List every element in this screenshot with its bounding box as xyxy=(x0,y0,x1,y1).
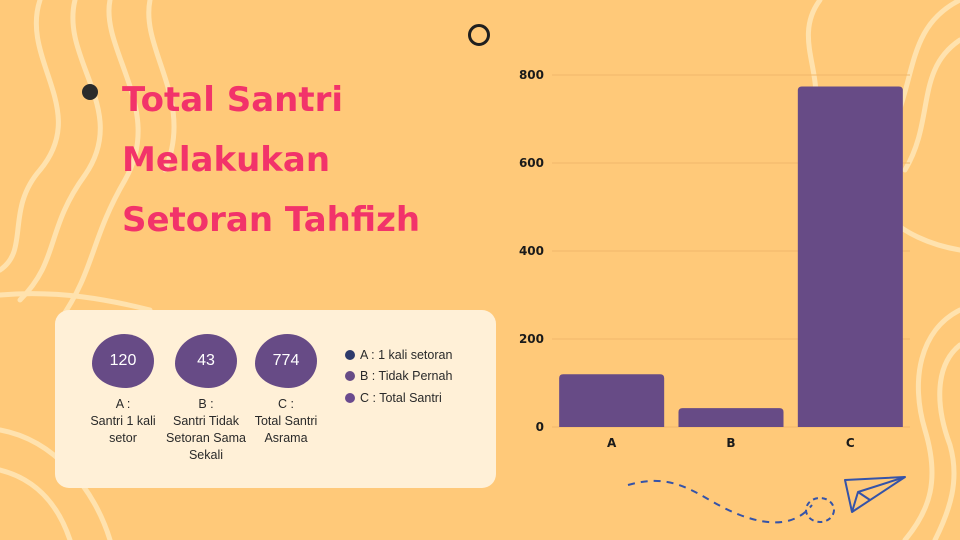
paper-plane-icon xyxy=(844,476,906,513)
stat-c: 774 C : Total Santri Asrama xyxy=(241,334,331,447)
stat-a-value: 120 xyxy=(92,334,154,388)
y-tick-label: 400 xyxy=(519,244,544,258)
stat-a: 120 A : Santri 1 kali setor xyxy=(78,334,168,447)
bar-c xyxy=(797,86,903,427)
legend: A : 1 kali setoran B : Tidak Pernah C : … xyxy=(345,344,452,409)
x-tick-label: C xyxy=(846,436,855,450)
y-tick-label: 800 xyxy=(519,68,544,82)
legend-label-b: B : Tidak Pernah xyxy=(360,369,453,384)
stat-a-label: A : Santri 1 kali setor xyxy=(90,397,156,445)
legend-item-b: B : Tidak Pernah xyxy=(345,366,452,388)
x-tick-label: B xyxy=(726,436,735,450)
legend-item-a: A : 1 kali setoran xyxy=(345,344,452,366)
ring-icon xyxy=(468,24,490,46)
stat-c-value: 774 xyxy=(255,334,317,388)
bar-b xyxy=(678,408,784,427)
stat-b-value: 43 xyxy=(175,334,237,388)
bar-chart: 0 200 400 600 800 A B C xyxy=(519,68,910,450)
y-tick-label: 600 xyxy=(519,156,544,170)
x-tick-label: A xyxy=(607,436,617,450)
info-card: 120 A : Santri 1 kali setor 43 B : Santr… xyxy=(55,310,496,488)
legend-swatch-a xyxy=(345,349,355,360)
legend-swatch-c xyxy=(345,392,355,403)
bar-a xyxy=(559,374,665,427)
y-tick-label: 200 xyxy=(519,332,544,346)
legend-label-a: A : 1 kali setoran xyxy=(360,347,453,362)
dashed-trail xyxy=(627,479,813,524)
legend-swatch-b xyxy=(345,371,355,382)
stat-c-label: C : Total Santri Asrama xyxy=(254,397,318,445)
bullet-icon xyxy=(82,84,98,100)
loop-trail xyxy=(805,497,835,523)
y-tick-label: 0 xyxy=(536,420,544,434)
stat-b-label: B : Santri Tidak Setoran Sama Sekali xyxy=(166,397,246,462)
legend-label-c: C : Total Santri xyxy=(360,390,442,405)
slide-title: Total Santri Melakukan Setoran Tahfizh xyxy=(122,80,421,240)
legend-item-c: C : Total Santri xyxy=(345,387,452,409)
stat-b: 43 B : Santri Tidak Setoran Sama Sekali xyxy=(161,334,251,464)
